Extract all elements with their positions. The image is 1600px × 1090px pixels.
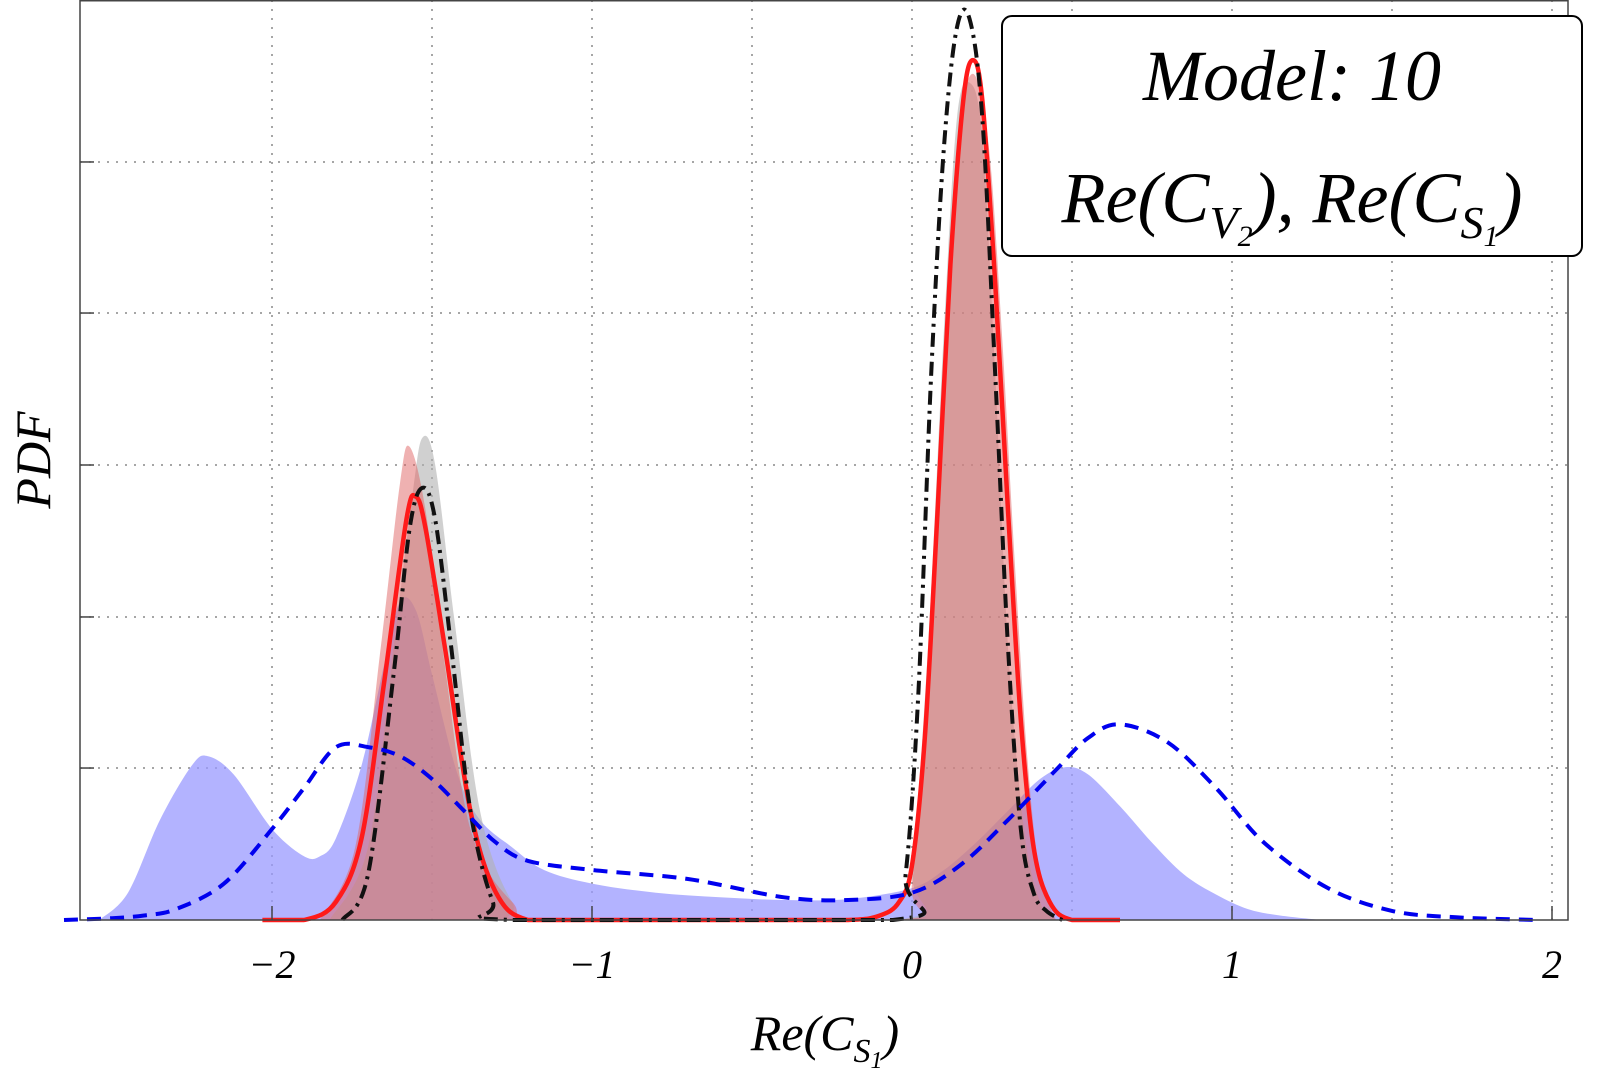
series-red-solid-line [262, 57, 1120, 923]
series-red-filled-area [320, 73, 1056, 920]
x-axis-label-subsub: 1 [871, 1048, 883, 1074]
x-axis-label: Re(CS1) [750, 1005, 899, 1074]
y-axis-label: PDF [5, 411, 61, 510]
x-axis-label-base: Re(C [750, 1005, 854, 1061]
series-black-dashdot-line [340, 7, 1064, 923]
x-tick-label-0: −2 [249, 942, 296, 987]
legend-model-label: Model: 10 [1142, 36, 1441, 116]
x-tick-label-4: 2 [1542, 942, 1562, 987]
x-tick-label-3: 1 [1222, 942, 1242, 987]
plot-frame [79, 0, 1569, 921]
x-ticks: −2 −1 0 1 2 [249, 906, 1562, 987]
legend-box: Model: 10 Re(CV2), Re(CS1) [1001, 15, 1583, 257]
x-axis-label-close: ) [880, 1005, 900, 1061]
x-axis-label-sub: S [854, 1033, 871, 1070]
legend-parameters-label: Re(CV2), Re(CS1) [1061, 158, 1523, 253]
series-blue-dashed-line [63, 722, 1537, 922]
x-tick-label-2: 0 [902, 942, 922, 987]
x-tick-label-1: −1 [569, 942, 616, 987]
series-lines [63, 7, 1537, 923]
